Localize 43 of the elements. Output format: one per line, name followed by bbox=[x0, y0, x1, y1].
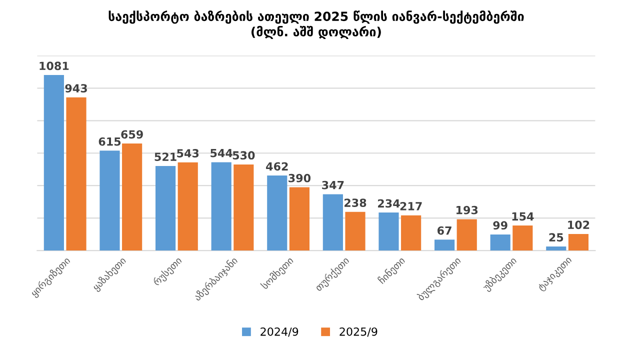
data-label: 154 bbox=[512, 212, 534, 221]
legend-label: 2025/9 bbox=[340, 327, 378, 337]
data-label: 659 bbox=[121, 130, 143, 139]
bar bbox=[234, 164, 254, 251]
data-label: 462 bbox=[266, 162, 288, 171]
bar bbox=[122, 144, 142, 251]
bar bbox=[401, 215, 422, 251]
data-label: 102 bbox=[568, 220, 590, 230]
data-label: 544 bbox=[210, 149, 232, 158]
bar bbox=[100, 150, 120, 251]
data-label: 943 bbox=[65, 84, 87, 92]
bar bbox=[155, 166, 176, 251]
bar bbox=[211, 162, 232, 251]
data-label: 238 bbox=[344, 198, 366, 207]
data-label: 67 bbox=[438, 226, 452, 235]
data-label: 347 bbox=[322, 180, 344, 190]
bar bbox=[456, 219, 477, 251]
bar bbox=[289, 187, 310, 251]
data-label: 530 bbox=[232, 151, 255, 160]
bar bbox=[434, 240, 455, 251]
bar bbox=[66, 97, 86, 251]
bar bbox=[267, 176, 288, 251]
chart-title: საექსპორტო ბაზრების ათეული 2025 წლის იანვარ-სექტემბერში (მლნ. აშშ დოლარი) bbox=[108, 10, 524, 40]
data-label: 217 bbox=[400, 202, 422, 210]
legend-label: 2024/9 bbox=[260, 327, 298, 337]
bar bbox=[546, 246, 566, 251]
bar bbox=[512, 226, 533, 251]
bar bbox=[178, 162, 198, 251]
data-label: 615 bbox=[98, 137, 121, 146]
bar bbox=[568, 234, 589, 251]
data-label: 543 bbox=[177, 149, 199, 158]
data-label: 1081 bbox=[40, 62, 69, 70]
bar bbox=[490, 234, 510, 251]
bar bbox=[378, 212, 399, 251]
data-label: 521 bbox=[154, 152, 176, 162]
data-label: 25 bbox=[549, 233, 564, 242]
data-label: 99 bbox=[493, 221, 508, 230]
data-label: 234 bbox=[378, 199, 400, 208]
bar bbox=[345, 212, 366, 251]
bar bbox=[44, 75, 64, 251]
data-label: 390 bbox=[288, 174, 311, 182]
bar bbox=[322, 194, 343, 251]
data-label: 193 bbox=[456, 206, 478, 214]
